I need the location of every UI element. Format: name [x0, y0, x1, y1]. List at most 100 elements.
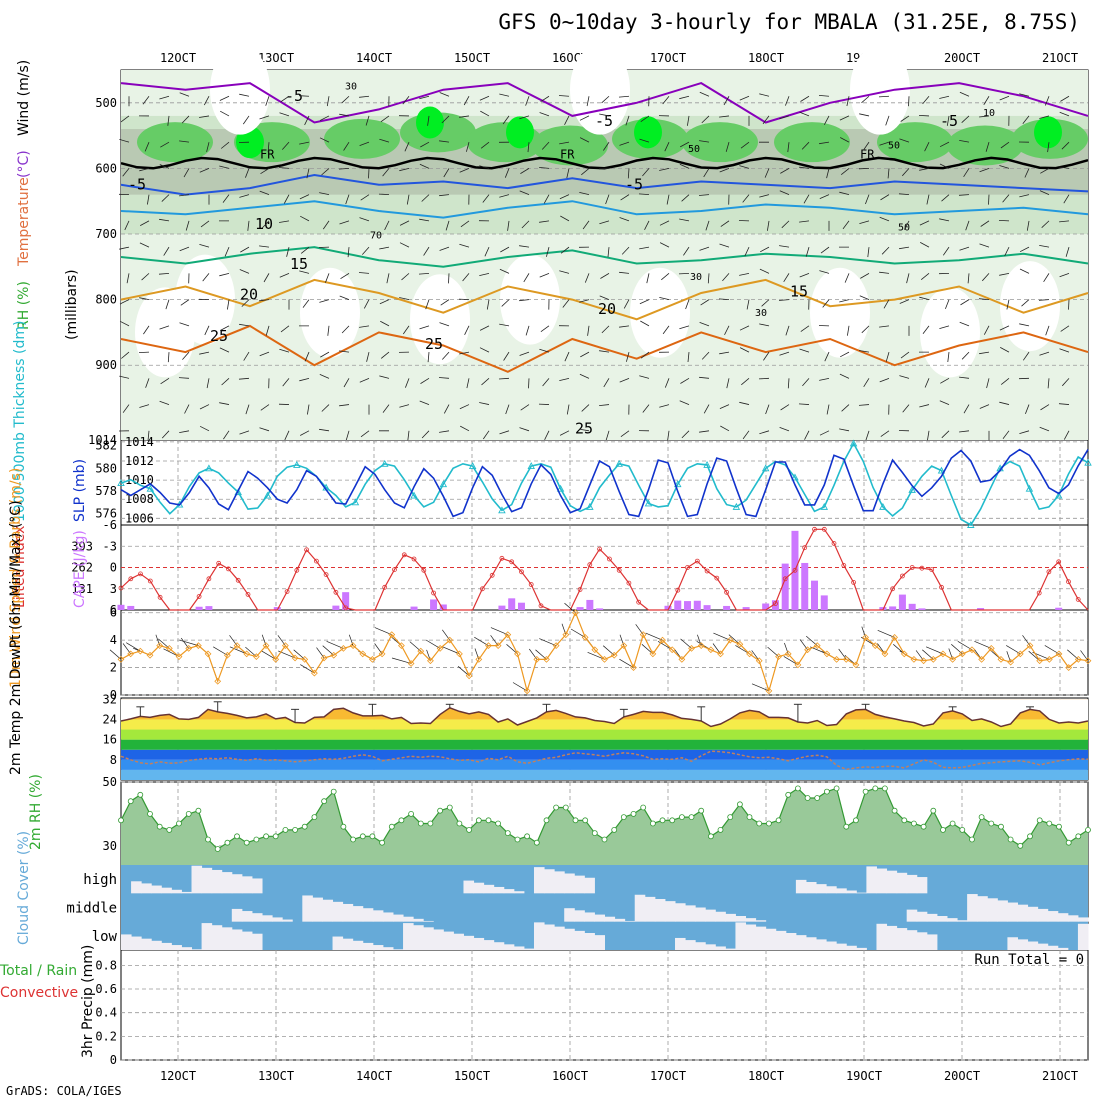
- pcp-ytick-0.6: 0.6: [95, 982, 117, 996]
- li-point: [225, 566, 231, 572]
- upper-wind-barb: [699, 430, 710, 433]
- upper-wind-barb: [979, 115, 990, 118]
- cape-bar-6: [342, 592, 350, 610]
- upper-wind-barb: [659, 220, 670, 226]
- upper-wind-barb: [642, 168, 650, 177]
- cloud-cell: [503, 944, 515, 950]
- cloud-cell: [715, 946, 726, 950]
- wind-barb: [751, 683, 770, 692]
- rh-blob-bright-4: [1034, 116, 1062, 149]
- thickness-line-marker: [586, 502, 594, 510]
- wind-barb: [1044, 645, 1060, 655]
- cloud-cell: [241, 931, 253, 950]
- upper-wind-barb: [562, 299, 570, 308]
- cape-bar-13: [576, 607, 584, 610]
- thickness-line-marker: [468, 462, 477, 470]
- upper-wind-barb: [519, 115, 530, 120]
- cape-bar-19: [693, 600, 701, 610]
- upper-wind-barb: [378, 193, 390, 196]
- upper-wind-barb: [300, 246, 310, 254]
- wind-point: [726, 636, 734, 644]
- li-point: [431, 590, 437, 596]
- cape-bar-3: [205, 606, 213, 610]
- upper-wind-barb: [662, 325, 670, 335]
- upper-ylabel-temperature: Temperature: [16, 177, 32, 267]
- wind-point: [755, 657, 763, 665]
- upper-wind-barb: [1047, 378, 1050, 389]
- upper-wind-barb: [241, 299, 250, 307]
- upper-wind-barb: [263, 273, 270, 283]
- isotherm-label-5: 10: [255, 215, 273, 233]
- upper-wind-barb: [919, 168, 930, 171]
- li-point: [313, 558, 319, 564]
- upper-wind-barb: [560, 246, 570, 254]
- upper-wind-barb: [618, 95, 630, 98]
- temp-ylabel: 2m Temp 2m DewPt (6hr Min/Max) (°C): [8, 500, 24, 775]
- rh-point: [1017, 842, 1024, 849]
- upper-ytick-600: 600: [95, 161, 117, 175]
- isotherm-label-10: 25: [210, 327, 228, 345]
- upper-wind-barb: [862, 141, 870, 151]
- upper-wind-barb: [941, 430, 950, 439]
- upper-wind-barb: [181, 115, 190, 124]
- li-point: [1056, 559, 1062, 565]
- li-ytick-0: 0: [110, 561, 117, 575]
- upper-wind-barb: [379, 246, 390, 250]
- upper-wind-barb: [142, 96, 150, 105]
- cloud-cell: [846, 890, 857, 894]
- upper-wind-barb: [999, 95, 1010, 101]
- upper-wind-barb: [719, 351, 730, 355]
- upper-wind-barb: [1040, 168, 1050, 174]
- rh-point: [930, 807, 937, 814]
- upper-wind-barb: [338, 168, 350, 170]
- upper-wind-barb: [139, 404, 150, 408]
- upper-wind-barb: [368, 168, 370, 179]
- wind-point: [359, 650, 367, 658]
- rh-point: [911, 820, 917, 827]
- wind-point: [649, 650, 657, 658]
- wind-point: [668, 646, 676, 654]
- upper-wind-barb: [878, 95, 890, 98]
- upper-wind-barb: [543, 194, 550, 204]
- upper-wind-barb: [239, 93, 250, 97]
- run-total: Run Total = 0: [974, 952, 1084, 968]
- cloud-cell: [967, 894, 978, 922]
- upper-wind-barb: [401, 273, 410, 281]
- wind-point: [920, 657, 928, 665]
- pcp-ytick-0.8: 0.8: [95, 958, 117, 972]
- dry-pocket-6: [810, 267, 870, 358]
- cloud-cell: [413, 918, 424, 922]
- upper-wind-barb: [480, 110, 490, 117]
- upper-wind-barb: [298, 95, 310, 97]
- cloud-cell: [1017, 939, 1029, 950]
- cape-bar-9: [439, 604, 447, 610]
- upper-wind-barb: [701, 351, 710, 360]
- upper-wind-barb: [199, 115, 210, 118]
- rh-point: [650, 820, 656, 827]
- wind-barb: [1067, 649, 1079, 660]
- upper-wind-barb: [500, 246, 510, 253]
- upper-wind-barb: [599, 404, 610, 406]
- upper-wind-barb: [599, 113, 610, 117]
- upper-wind-barb: [861, 325, 870, 334]
- upper-wind-barb: [499, 430, 510, 435]
- rh-point: [766, 820, 772, 827]
- wind-point: [1016, 650, 1024, 658]
- upper-wind-barb: [779, 190, 790, 196]
- rh-point: [1027, 833, 1033, 840]
- cloud-cell: [433, 929, 444, 950]
- upper-wind-barb: [502, 115, 510, 125]
- upper-wind-barb: [238, 377, 250, 380]
- cloud-cell: [211, 869, 223, 894]
- upper-wind-barb: [360, 194, 370, 201]
- upper-wind-barb: [885, 115, 890, 126]
- upper-wind-barb: [321, 168, 330, 176]
- upper-wind-barb: [462, 273, 470, 282]
- temp-ytick-32: 32: [103, 692, 117, 706]
- wind-barb: [645, 632, 663, 641]
- upper-wind-barb: [359, 141, 370, 146]
- thk-ytick-580: 580: [95, 461, 117, 475]
- cloud-cell: [533, 922, 545, 950]
- rh-point: [717, 827, 724, 833]
- rh-point: [795, 785, 801, 792]
